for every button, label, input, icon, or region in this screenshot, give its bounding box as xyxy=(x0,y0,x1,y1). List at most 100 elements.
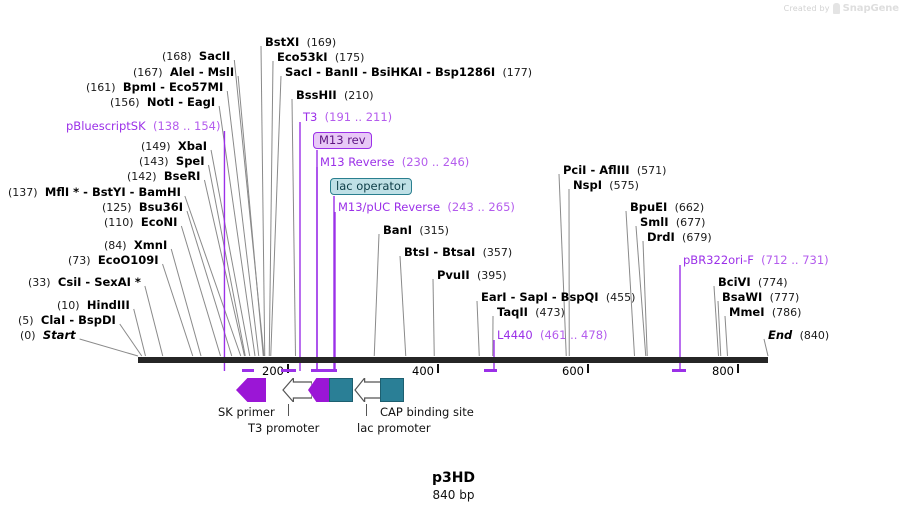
feature-name: pBluescriptSK xyxy=(66,119,146,133)
feature-glyph[interactable] xyxy=(308,378,330,402)
enzyme-label: BanI (315) xyxy=(383,224,449,237)
enzyme-name: CsiI - SexAI * xyxy=(57,275,141,289)
feature-range: (461 .. 478) xyxy=(540,328,608,342)
feature-span-marker xyxy=(672,369,687,372)
enzyme-name: PciI - AflIII xyxy=(563,163,630,177)
enzyme-position: (168) xyxy=(162,50,192,63)
feature-range: (191 .. 211) xyxy=(324,110,393,124)
enzyme-name: BpmI - Eco57MI xyxy=(122,80,224,94)
enzyme-label: (142) BseRI xyxy=(127,170,200,183)
feature-span-marker xyxy=(241,369,254,372)
enzyme-name: XmnI xyxy=(133,238,168,252)
enzyme-name: BpuEI xyxy=(630,200,668,214)
enzyme-label: PvuII (395) xyxy=(437,269,507,282)
arrow-left-icon xyxy=(282,376,313,404)
enzyme-name: SacII xyxy=(198,49,231,63)
feature-glyph[interactable] xyxy=(329,378,353,402)
enzyme-label: End (840) xyxy=(768,329,829,342)
enzyme-name: SpeI xyxy=(175,154,205,168)
enzyme-name: NotI - EagI xyxy=(146,95,216,109)
feature-glyph-label: T3 promoter xyxy=(248,421,320,435)
sequence-ruler xyxy=(138,357,768,363)
enzyme-position: (786) xyxy=(771,306,802,319)
enzyme-label: DrdI (679) xyxy=(647,231,712,244)
enzyme-position: (455) xyxy=(605,291,636,304)
snapgene-watermark: Created by SnapGene xyxy=(784,3,899,14)
enzyme-label: EarI - SapI - BspQI (455) xyxy=(481,291,635,304)
feature-name: M13 Reverse xyxy=(320,155,395,169)
enzyme-name: Eco53kI xyxy=(277,50,328,64)
enzyme-label: PciI - AflIII (571) xyxy=(563,164,666,177)
enzyme-position: (575) xyxy=(609,179,639,192)
ruler-tick-mark xyxy=(437,364,439,373)
feature-label: T3 (191 .. 211) xyxy=(303,111,392,123)
enzyme-position: (5) xyxy=(18,314,34,327)
enzyme-position: (142) xyxy=(127,170,157,183)
enzyme-name: XbaI xyxy=(177,139,208,153)
enzyme-name: MflI * - BstYI - BamHI xyxy=(44,185,181,199)
enzyme-position: (395) xyxy=(476,269,507,282)
feature-span-marker xyxy=(483,369,497,372)
feature-badge[interactable]: lac operator xyxy=(330,178,412,195)
feature-label: L4440 (461 .. 478) xyxy=(497,329,608,341)
enzyme-name: HindIII xyxy=(86,298,130,312)
enzyme-position: (149) xyxy=(141,140,171,153)
enzyme-label: (161) BpmI - Eco57MI xyxy=(86,81,223,94)
enzyme-name: NspI xyxy=(573,178,602,192)
enzyme-label: (137) MflI * - BstYI - BamHI xyxy=(8,186,181,199)
enzyme-position: (177) xyxy=(502,66,533,79)
feature-name: M13/pUC Reverse xyxy=(338,200,441,214)
ruler-tick-mark xyxy=(737,364,739,373)
feature-range: (243 .. 265) xyxy=(447,200,515,214)
feature-range: (138 .. 154) xyxy=(152,119,221,133)
enzyme-name: PvuII xyxy=(437,268,470,282)
feature-glyph[interactable] xyxy=(354,376,383,404)
enzyme-label: (73) EcoO109I xyxy=(68,254,159,267)
enzyme-name: TaqII xyxy=(497,305,528,319)
enzyme-name: SacI - BanII - BsiHKAI - Bsp1286I xyxy=(285,65,496,79)
feature-span-marker xyxy=(281,369,297,372)
feature-glyph[interactable] xyxy=(380,378,404,402)
enzyme-label: (5) ClaI - BspDI xyxy=(18,314,116,327)
feature-span-marker xyxy=(320,369,337,372)
enzyme-name: EcoNI xyxy=(140,215,178,229)
enzyme-label: BssHII (210) xyxy=(296,89,374,102)
enzyme-name: BciVI xyxy=(718,275,751,289)
enzyme-label: TaqII (473) xyxy=(497,306,565,319)
enzyme-position: (473) xyxy=(535,306,565,319)
enzyme-position: (662) xyxy=(674,201,705,214)
feature-glyph[interactable] xyxy=(282,376,313,404)
enzyme-label: (84) XmnI xyxy=(104,239,167,252)
ruler-tick-label: 400 xyxy=(412,364,434,378)
feature-label: pBR322ori-F (712 .. 731) xyxy=(683,254,829,266)
enzyme-label: (167) AleI - MslI xyxy=(133,66,234,79)
feature-badge[interactable]: M13 rev xyxy=(313,132,372,149)
enzyme-position: (774) xyxy=(758,276,788,289)
feature-name: pBR322ori-F xyxy=(683,253,754,267)
enzyme-position: (125) xyxy=(102,201,132,214)
feature-name: L4440 xyxy=(497,328,533,342)
snapgene-logo-icon xyxy=(832,3,840,14)
enzyme-name: BseRI xyxy=(163,169,201,183)
enzyme-label: (143) SpeI xyxy=(139,155,205,168)
plasmid-size: 840 bp xyxy=(432,488,475,502)
enzyme-label: Eco53kI (175) xyxy=(277,51,364,64)
enzyme-label: BciVI (774) xyxy=(718,276,788,289)
enzyme-label: MmeI (786) xyxy=(729,306,801,319)
enzyme-position: (0) xyxy=(20,329,36,342)
enzyme-label: SacI - BanII - BsiHKAI - Bsp1286I (177) xyxy=(285,66,532,79)
enzyme-position: (315) xyxy=(419,224,449,237)
enzyme-position: (169) xyxy=(306,36,337,49)
enzyme-position: (210) xyxy=(343,89,374,102)
enzyme-position: (175) xyxy=(334,51,365,64)
enzyme-label: (0) Start xyxy=(20,329,76,342)
feature-glyph-label: SK primer xyxy=(218,405,275,419)
page-title: p3HD xyxy=(431,470,476,486)
ruler-tick-mark xyxy=(587,364,589,373)
enzyme-position: (33) xyxy=(28,276,51,289)
enzyme-label: (156) NotI - EagI xyxy=(110,96,215,109)
enzyme-position: (571) xyxy=(636,164,667,177)
enzyme-position: (167) xyxy=(133,66,163,79)
